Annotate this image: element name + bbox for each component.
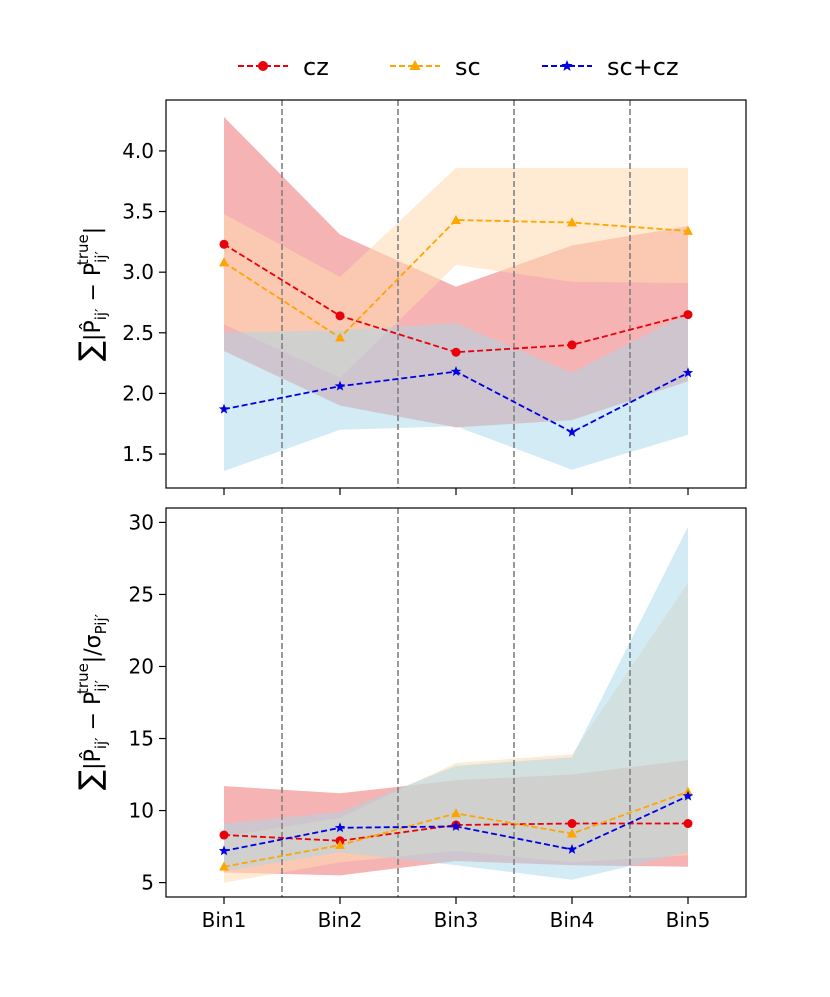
- bottom-ylabel-true: true: [74, 663, 92, 694]
- legend-label-cz: cz: [303, 53, 329, 81]
- legend-label-sc: sc: [455, 53, 481, 81]
- legend: cz sc sc+cz: [238, 53, 679, 81]
- bot-point-sc-3: [451, 808, 461, 818]
- top-bin-separators: [281, 100, 631, 488]
- svg-text:∑|P̂ij′ − Pij′true|: ∑|P̂ij′ − Pij′true|: [73, 227, 110, 361]
- bottom-ylabel-minus: − P: [81, 692, 106, 738]
- bot-xtick-label-3: Bin4: [550, 908, 595, 932]
- bot-point-sc_cz-3: [450, 820, 462, 831]
- top-ytick-label-2: 2.5: [122, 321, 154, 345]
- legend-marker-cz: [258, 61, 268, 71]
- bot-point-cz-4: [567, 819, 577, 829]
- legend-entry-sc: sc: [390, 53, 481, 81]
- bot-xtick-label-2: Bin3: [434, 908, 479, 932]
- bot-ytick-label-0: 5: [141, 871, 154, 895]
- bottom-y-ticks: 5 10 15 20 25 30: [129, 510, 166, 895]
- top-point-cz-2: [335, 311, 345, 321]
- top-ylabel-end: |: [81, 227, 106, 234]
- bottom-x-ticks: Bin1 Bin2 Bin3 Bin4 Bin5: [202, 897, 711, 932]
- top-bands: [224, 117, 688, 471]
- top-point-sc_cz-2: [334, 380, 346, 391]
- top-ytick-label-0: 1.5: [122, 442, 154, 466]
- bot-point-cz-5: [683, 819, 693, 829]
- legend-marker-sc: [409, 60, 421, 70]
- bottom-series-markers: [218, 786, 694, 871]
- bot-point-cz-1: [219, 830, 229, 840]
- top-ylabel-sum: ∑: [73, 341, 108, 361]
- bot-point-sc_cz-5: [682, 790, 694, 801]
- bot-xtick-label-0: Bin1: [202, 908, 247, 932]
- top-point-cz-5: [683, 310, 693, 320]
- top-ytick-label-5: 4.0: [122, 139, 154, 163]
- bot-xtick-label-1: Bin2: [318, 908, 363, 932]
- bot-xtick-label-4: Bin5: [666, 908, 711, 932]
- bot-ytick-label-1: 10: [129, 799, 154, 823]
- legend-entry-cz: cz: [238, 53, 329, 81]
- top-point-sc_cz-5: [682, 367, 694, 378]
- top-ylabel-sub2: ij′: [92, 250, 110, 262]
- bottom-y-axis-label: ∑|P̂ij′ − Pij′true|/σPij′: [73, 613, 110, 790]
- top-point-sc-3: [451, 214, 461, 224]
- top-line-sc: [223, 219, 689, 339]
- bot-line-cz: [223, 822, 688, 842]
- top-ylabel-sub: ij′: [92, 308, 110, 320]
- top-series-markers: [218, 214, 694, 437]
- bot-point-sc-2: [335, 839, 345, 850]
- bot-band-sc_cz: [224, 526, 688, 880]
- top-point-sc-2: [335, 332, 345, 342]
- top-y-axis-label: ∑|P̂ij′ − Pij′true|: [73, 227, 110, 361]
- top-point-cz-4: [567, 340, 577, 350]
- top-point-sc-4: [567, 217, 577, 227]
- top-point-sc_cz-4: [566, 426, 578, 437]
- bottom-ylabel-sum: ∑: [73, 770, 108, 790]
- bottom-ylabel-end: |/σ: [81, 634, 106, 663]
- bottom-ylabel-term: |P̂: [80, 749, 106, 770]
- bot-point-sc_cz-2: [334, 822, 346, 833]
- top-point-sc_cz-1: [218, 403, 230, 414]
- top-ylabel-term: |P̂: [80, 320, 106, 341]
- bottom-ylabel-sub: ij′: [92, 737, 110, 749]
- bottom-ylabel-sigma-sub: Pij′: [92, 613, 110, 634]
- bot-ytick-label-2: 15: [129, 727, 154, 751]
- top-panel: 1.52.02.53.03.54.0 ∑|P̂ij′ − Pij′true|: [73, 99, 747, 495]
- top-point-cz-3: [451, 347, 461, 357]
- bottom-ylabel-sub2: ij′: [92, 679, 110, 691]
- bot-ytick-label-4: 25: [129, 582, 154, 606]
- svg-text:∑|P̂ij′ − Pij′true|/σPij′: ∑|P̂ij′ − Pij′true|/σPij′: [73, 613, 110, 790]
- bot-point-sc-1: [219, 861, 229, 871]
- bot-point-sc-4: [567, 828, 577, 838]
- top-ylabel-true: true: [74, 234, 92, 265]
- legend-label-sc-cz: sc+cz: [607, 53, 679, 81]
- bot-ytick-label-3: 20: [129, 654, 154, 678]
- top-ytick-label-1: 2.0: [122, 381, 154, 405]
- top-ytick-label-3: 3.0: [122, 260, 154, 284]
- top-point-sc-5: [683, 225, 693, 235]
- bot-ytick-label-5: 30: [129, 510, 154, 534]
- top-y-ticks: 1.5 2.0 2.5 3.0 3.5 4.0: [122, 139, 166, 466]
- top-ylabel-minus: − P: [81, 263, 106, 309]
- top-point-cz-1: [219, 239, 229, 249]
- top-ytick-label-4: 3.5: [122, 200, 154, 224]
- top-point-sc_cz-3: [450, 366, 462, 376]
- bot-point-sc_cz-1: [218, 845, 230, 856]
- bot-point-sc_cz-4: [566, 844, 578, 854]
- top-point-sc-1: [219, 257, 229, 267]
- legend-entry-sc-cz: sc+cz: [542, 53, 679, 81]
- legend-marker-sc-cz: [561, 60, 573, 71]
